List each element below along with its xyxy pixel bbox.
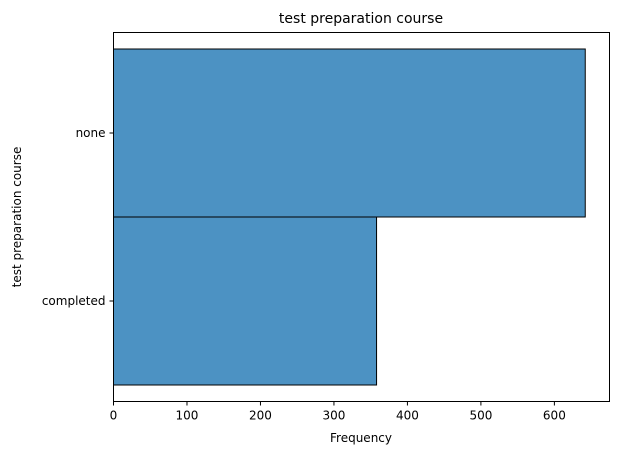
bar-completed [113, 216, 378, 386]
y-tick-label: completed [42, 294, 106, 308]
y-axis-ticks: none completed [42, 126, 114, 308]
x-tick-label: 400 [396, 409, 419, 423]
x-tick-label: 200 [249, 409, 272, 423]
x-tick-label: 0 [110, 409, 118, 423]
bars-group [113, 48, 586, 386]
chart-title: test preparation course [279, 11, 443, 27]
x-tick-label: 100 [176, 409, 199, 423]
y-axis-label: test preparation course [10, 147, 24, 288]
x-tick-label: 600 [543, 409, 566, 423]
y-tick-label: none [76, 126, 106, 140]
x-axis-ticks: 0 100 200 300 400 500 600 [110, 401, 566, 423]
x-tick-label: 300 [322, 409, 345, 423]
x-tick-label: 500 [469, 409, 492, 423]
x-axis-label: Frequency [330, 431, 392, 445]
plot-frame [113, 32, 610, 402]
bar-none [113, 48, 586, 218]
